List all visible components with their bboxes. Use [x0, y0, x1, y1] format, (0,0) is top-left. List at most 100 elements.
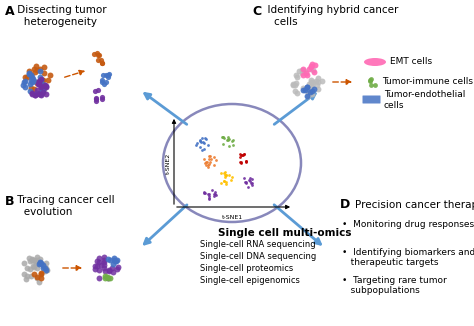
Point — [36, 66, 44, 71]
Point — [210, 162, 218, 168]
Point — [308, 77, 315, 82]
Point — [291, 82, 299, 87]
Point — [36, 92, 44, 97]
Point — [204, 164, 212, 170]
Point — [109, 261, 117, 266]
Point — [228, 177, 235, 182]
Point — [40, 87, 47, 93]
Point — [25, 70, 33, 76]
Point — [313, 79, 320, 84]
Point — [225, 173, 233, 178]
Point — [29, 264, 37, 269]
Point — [100, 72, 107, 78]
Point — [201, 136, 209, 141]
Point — [245, 177, 253, 183]
Point — [22, 277, 29, 282]
Point — [37, 91, 45, 96]
Point — [304, 89, 311, 95]
Point — [109, 270, 117, 275]
Point — [40, 82, 48, 87]
Point — [31, 69, 39, 74]
Point — [246, 175, 254, 180]
Point — [306, 89, 313, 95]
Point — [205, 193, 213, 198]
Point — [293, 75, 301, 80]
Point — [28, 80, 36, 85]
Point — [94, 88, 102, 93]
Point — [98, 97, 106, 102]
Point — [100, 258, 108, 263]
Point — [29, 74, 36, 79]
Point — [207, 156, 215, 161]
Point — [300, 85, 307, 90]
Point — [224, 138, 232, 143]
Point — [205, 191, 212, 196]
Point — [314, 86, 321, 91]
Point — [100, 82, 108, 87]
Point — [197, 138, 204, 143]
Point — [221, 170, 228, 175]
Point — [201, 156, 208, 161]
Point — [98, 78, 105, 83]
Point — [208, 188, 216, 193]
Point — [41, 84, 49, 89]
Point — [318, 78, 326, 83]
Point — [38, 78, 46, 83]
Point — [199, 135, 206, 140]
Point — [299, 88, 307, 93]
Point — [42, 260, 50, 265]
Point — [24, 74, 31, 80]
Point — [34, 266, 41, 271]
Point — [240, 176, 247, 181]
Point — [239, 153, 247, 158]
Point — [91, 89, 99, 94]
Point — [201, 160, 209, 166]
Point — [105, 268, 113, 273]
Point — [223, 182, 230, 187]
Point — [105, 256, 112, 261]
Point — [225, 137, 232, 142]
Point — [37, 93, 45, 98]
Point — [39, 86, 46, 92]
Text: •  Monitoring drug responses: • Monitoring drug responses — [342, 220, 474, 229]
Point — [112, 259, 120, 264]
Point — [224, 134, 232, 140]
Point — [33, 63, 40, 68]
Point — [223, 172, 230, 177]
Point — [210, 191, 218, 197]
Text: t-SNE2: t-SNE2 — [165, 152, 171, 174]
Point — [41, 267, 48, 273]
Point — [94, 52, 102, 57]
Point — [26, 255, 33, 260]
Point — [293, 91, 301, 96]
Point — [98, 95, 106, 100]
Point — [219, 141, 227, 146]
Point — [93, 259, 100, 264]
Point — [110, 258, 118, 263]
Point — [247, 180, 255, 185]
Point — [27, 273, 35, 278]
Point — [226, 143, 233, 148]
Point — [104, 72, 112, 77]
Point — [238, 152, 246, 157]
Text: C: C — [252, 5, 261, 18]
Point — [310, 87, 318, 92]
Point — [30, 264, 38, 269]
Point — [220, 170, 228, 175]
Point — [98, 60, 106, 65]
Point — [30, 86, 38, 92]
Point — [102, 275, 109, 280]
Point — [31, 271, 38, 276]
Point — [40, 263, 47, 269]
Point — [237, 159, 245, 165]
Point — [37, 78, 45, 83]
Point — [27, 85, 35, 90]
Point — [289, 81, 296, 86]
Point — [93, 263, 100, 269]
Text: Single-cell RNA sequencing: Single-cell RNA sequencing — [200, 240, 316, 249]
Point — [36, 260, 44, 265]
Point — [308, 83, 315, 88]
Point — [33, 91, 41, 96]
Point — [246, 179, 254, 184]
Text: EMT cells: EMT cells — [390, 57, 432, 67]
